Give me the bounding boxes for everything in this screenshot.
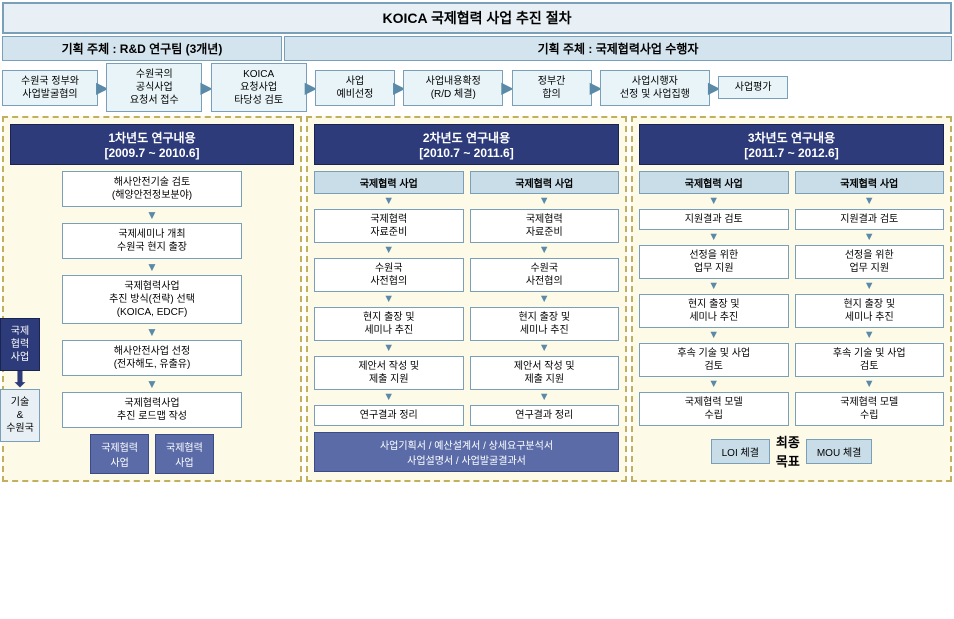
arrow-down-icon: ▼ xyxy=(539,392,550,403)
subtitle-right: 기획 주체 : 국제협력사업 수행자 xyxy=(284,36,952,61)
flow-step: 사업평가 xyxy=(718,76,788,99)
arrow-down-icon: ▼ xyxy=(708,379,719,390)
year2-step: 제안서 작성 및 제출 지원 xyxy=(470,356,620,390)
year3-step: 선정을 위한 업무 지원 xyxy=(795,245,945,279)
year3-step: 후속 기술 및 사업 검토 xyxy=(639,343,789,377)
arrow-down-icon: ▼ xyxy=(146,209,158,221)
flow-step: 사업시행자 선정 및 사업집행 xyxy=(600,70,710,106)
arrow-down-icon: ▼ xyxy=(864,232,875,243)
year3-step: 현지 출장 및 세미나 추진 xyxy=(639,294,789,328)
arrow-down-icon: ▼ xyxy=(383,294,394,305)
year1-bottom-box: 국제협력 사업 xyxy=(155,434,214,474)
year2-bottom-bar: 사업기획서 / 예산설계서 / 상세요구분석서 사업설명서 / 사업발굴결과서 xyxy=(314,432,619,472)
year3-mou-box: MOU 체결 xyxy=(806,439,873,464)
col-header: 국제협력 사업 xyxy=(470,171,620,194)
year2-step: 국제협력 자료준비 xyxy=(314,209,464,243)
year3-step: 후속 기술 및 사업 검토 xyxy=(795,343,945,377)
year1-bottom-box: 국제협력 사업 xyxy=(90,434,149,474)
arrow-down-icon: ▼ xyxy=(708,196,719,207)
arrow-down-icon: ⬇ xyxy=(11,371,29,389)
arrow-down-icon: ▼ xyxy=(539,196,550,207)
year2-step: 현지 출장 및 세미나 추진 xyxy=(470,307,620,341)
arrow-down-icon: ▼ xyxy=(864,281,875,292)
main-title: KOICA 국제협력 사업 추진 절차 xyxy=(2,2,952,34)
year1-step: 국제협력사업 추진 로드맵 작성 xyxy=(62,392,242,428)
col-header: 국제협력 사업 xyxy=(795,171,945,194)
arrow-down-icon: ▼ xyxy=(708,281,719,292)
year1-bottom: 국제협력 사업 국제협력 사업 xyxy=(10,434,294,474)
arrow-down-icon: ▼ xyxy=(383,343,394,354)
year2-col-a: 국제협력 사업 ▼ 국제협력 자료준비 ▼ 수원국 사전협의 ▼ 현지 출장 및… xyxy=(314,171,464,426)
flow-step: 수원국의 공식사업 요청서 접수 xyxy=(106,63,202,112)
year3-col-a: 국제협력 사업 ▼ 지원결과 검토 ▼ 선정을 위한 업무 지원 ▼ 현지 출장… xyxy=(639,171,789,426)
year3-loi-box: LOI 체결 xyxy=(711,439,770,464)
arrow-down-icon: ▼ xyxy=(146,326,158,338)
year1-column: 해사안전기술 검토 (해양안전정보분야) ▼ 국제세미나 개최 수원국 현지 출… xyxy=(10,171,294,428)
flow-step: 수원국 정부와 사업발굴협의 xyxy=(2,70,98,106)
year1-step: 해사안전사업 선정 (전자해도, 유출유) xyxy=(62,340,242,376)
year3-step: 국제협력 모델 수립 xyxy=(639,392,789,426)
year2-col-b: 국제협력 사업 ▼ 국제협력 자료준비 ▼ 수원국 사전협의 ▼ 현지 출장 및… xyxy=(470,171,620,426)
final-goal-label: 최종 목표 xyxy=(776,432,800,470)
arrow-down-icon: ▼ xyxy=(539,245,550,256)
flow-step: 사업내용확정 (R/D 체결) xyxy=(403,70,503,106)
flow-step: KOICA 요청사업 타당성 검토 xyxy=(211,63,307,112)
year3-header: 3차년도 연구내용 [2011.7 ~ 2012.6] xyxy=(639,124,944,165)
year2-step: 현지 출장 및 세미나 추진 xyxy=(314,307,464,341)
year1-step: 해사안전기술 검토 (해양안전정보분야) xyxy=(62,171,242,207)
arrow-down-icon: ▼ xyxy=(708,232,719,243)
arrow-down-icon: ▼ xyxy=(146,378,158,390)
year2-step: 연구결과 정리 xyxy=(470,405,620,426)
year1-step: 국제세미나 개최 수원국 현지 출장 xyxy=(62,223,242,259)
year2-header: 2차년도 연구내용 [2010.7 ~ 2011.6] xyxy=(314,124,619,165)
year3-panel: 3차년도 연구내용 [2011.7 ~ 2012.6] 국제협력 사업 ▼ 지원… xyxy=(631,116,952,482)
year2-columns: 국제협력 사업 ▼ 국제협력 자료준비 ▼ 수원국 사전협의 ▼ 현지 출장 및… xyxy=(314,171,619,426)
arrow-down-icon: ▼ xyxy=(383,196,394,207)
arrow-down-icon: ▼ xyxy=(383,392,394,403)
year1-panel: 국제 협력 사업 ⬇ 기술 & 수원국 1차년도 연구내용 [2009.7 ~ … xyxy=(2,116,302,482)
side-labels: 국제 협력 사업 ⬇ 기술 & 수원국 xyxy=(0,318,40,442)
year3-step: 국제협력 모델 수립 xyxy=(795,392,945,426)
year2-step: 국제협력 자료준비 xyxy=(470,209,620,243)
flow-step: 정부간 합의 xyxy=(512,70,592,106)
content-area: 국제 협력 사업 ⬇ 기술 & 수원국 1차년도 연구내용 [2009.7 ~ … xyxy=(2,116,952,482)
col-header: 국제협력 사업 xyxy=(314,171,464,194)
subtitle-row: 기획 주체 : R&D 연구팀 (3개년) 기획 주체 : 국제협력사업 수행자 xyxy=(2,36,952,61)
year2-step: 수원국 사전협의 xyxy=(314,258,464,292)
year3-col-b: 국제협력 사업 ▼ 지원결과 검토 ▼ 선정을 위한 업무 지원 ▼ 현지 출장… xyxy=(795,171,945,426)
year3-bottom: LOI 체결 최종 목표 MOU 체결 xyxy=(639,432,944,470)
year3-step: 지원결과 검토 xyxy=(639,209,789,230)
arrow-down-icon: ▼ xyxy=(864,196,875,207)
year3-step: 지원결과 검토 xyxy=(795,209,945,230)
process-flow: 수원국 정부와 사업발굴협의 ▶ 수원국의 공식사업 요청서 접수 ▶ KOIC… xyxy=(2,63,952,112)
year2-step: 제안서 작성 및 제출 지원 xyxy=(314,356,464,390)
arrow-down-icon: ▼ xyxy=(864,330,875,341)
year2-panel: 2차년도 연구내용 [2010.7 ~ 2011.6] 국제협력 사업 ▼ 국제… xyxy=(306,116,627,482)
side-label-top: 국제 협력 사업 xyxy=(0,318,40,371)
arrow-down-icon: ▼ xyxy=(146,261,158,273)
side-label-bottom: 기술 & 수원국 xyxy=(0,389,40,442)
arrow-down-icon: ▼ xyxy=(539,294,550,305)
year3-step: 선정을 위한 업무 지원 xyxy=(639,245,789,279)
arrow-down-icon: ▼ xyxy=(864,379,875,390)
arrow-down-icon: ▼ xyxy=(383,245,394,256)
year3-step: 현지 출장 및 세미나 추진 xyxy=(795,294,945,328)
year3-columns: 국제협력 사업 ▼ 지원결과 검토 ▼ 선정을 위한 업무 지원 ▼ 현지 출장… xyxy=(639,171,944,426)
year2-step: 수원국 사전협의 xyxy=(470,258,620,292)
flow-step: 사업 예비선정 xyxy=(315,70,395,106)
arrow-down-icon: ▼ xyxy=(708,330,719,341)
year2-step: 연구결과 정리 xyxy=(314,405,464,426)
year1-header: 1차년도 연구내용 [2009.7 ~ 2010.6] xyxy=(10,124,294,165)
arrow-down-icon: ▼ xyxy=(539,343,550,354)
year1-step: 국제협력사업 추진 방식(전략) 선택 (KOICA, EDCF) xyxy=(62,275,242,324)
col-header: 국제협력 사업 xyxy=(639,171,789,194)
subtitle-left: 기획 주체 : R&D 연구팀 (3개년) xyxy=(2,36,282,61)
